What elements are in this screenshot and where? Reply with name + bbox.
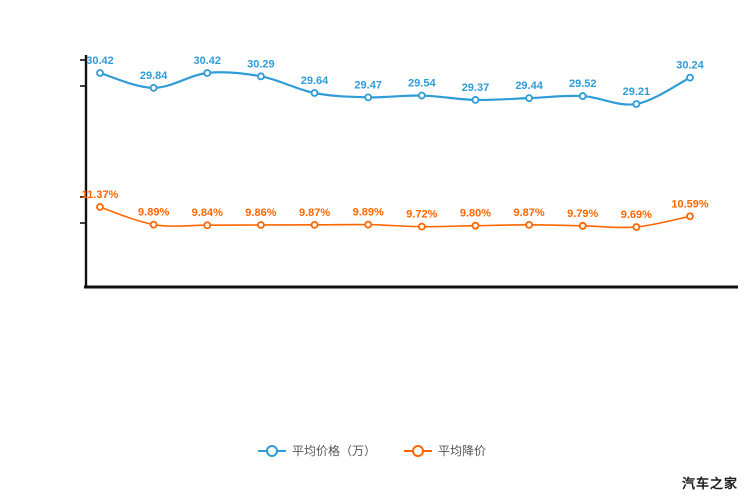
data-point-label-price: 29.84 (140, 70, 168, 82)
data-point-label-discount: 10.59% (671, 198, 709, 210)
data-point-discount[interactable] (632, 223, 641, 231)
data-point-label-price: 29.47 (354, 79, 382, 91)
data-point-price[interactable] (417, 91, 426, 100)
data-point-discount[interactable] (203, 221, 212, 230)
data-point-price[interactable] (525, 94, 533, 103)
data-point-label-discount: 11.37% (82, 189, 119, 201)
data-point-price[interactable] (96, 69, 104, 77)
data-point-label-discount: 9.87% (513, 207, 544, 219)
data-point-price[interactable] (257, 72, 265, 81)
legend-label-average-discount: 平均降价 (438, 444, 487, 458)
data-point-label-price: 29.64 (301, 75, 329, 87)
legend-label-average-price: 平均价格（万） (291, 444, 376, 458)
data-point-label-price: 29.52 (569, 78, 597, 90)
data-point-price[interactable] (203, 69, 212, 77)
series-layer: 30.42 29.84 30.42 30.29 29.64 29.47 29.54 29.37… (82, 55, 709, 231)
data-point-discount[interactable] (96, 203, 104, 211)
data-point-discount[interactable] (257, 221, 265, 229)
data-point-discount[interactable] (471, 221, 480, 230)
data-point-price[interactable] (686, 73, 694, 82)
data-point-label-discount: 9.84% (192, 207, 223, 219)
data-point-label-price: 30.29 (247, 58, 275, 70)
data-point-discount[interactable] (310, 220, 319, 229)
data-point-label-price: 29.21 (623, 86, 651, 98)
data-point-label-discount: 9.87% (299, 207, 330, 219)
series-line-price (99, 71, 691, 106)
data-point-discount[interactable] (525, 220, 533, 229)
legend-marker-price-icon (257, 444, 286, 457)
data-point-label-discount: 9.89% (353, 207, 384, 219)
series-line-discount (99, 206, 691, 229)
data-point-price[interactable] (471, 96, 480, 104)
data-point-discount[interactable] (417, 222, 426, 231)
data-point-label-price: 29.44 (515, 80, 543, 92)
data-point-label-discount: 9.79% (567, 208, 598, 220)
data-point-label-price: 30.42 (86, 55, 114, 67)
watermark-autohome: 汽车之家 (681, 476, 738, 491)
data-point-price[interactable] (632, 100, 641, 108)
chart-legend: 平均价格（万） 平均降价 (0, 442, 744, 459)
legend-item-average-discount[interactable]: 平均降价 (404, 442, 486, 459)
data-point-label-discount: 9.89% (138, 207, 169, 219)
data-point-label-discount: 9.80% (460, 208, 491, 220)
line-chart: 30.42 29.84 30.42 30.29 29.64 29.47 29.54 29.37… (80, 55, 738, 289)
data-point-discount[interactable] (578, 221, 587, 230)
data-point-price[interactable] (310, 89, 319, 97)
data-point-label-discount: 9.86% (245, 207, 276, 219)
data-point-discount[interactable] (686, 212, 694, 221)
legend-marker-discount-icon (404, 444, 432, 457)
data-point-discount[interactable] (364, 220, 373, 229)
data-point-label-price: 29.54 (408, 78, 436, 90)
data-point-price[interactable] (578, 92, 587, 100)
data-point-label-price: 30.42 (194, 55, 222, 67)
data-point-label-discount: 9.69% (621, 209, 652, 221)
data-point-label-price: 30.24 (676, 60, 704, 72)
data-point-label-price: 29.37 (462, 82, 490, 94)
y-axis (80, 55, 88, 287)
data-point-label-discount: 9.72% (406, 209, 437, 221)
data-point-price[interactable] (364, 93, 373, 102)
legend-item-average-price[interactable]: 平均价格（万） (257, 442, 376, 459)
data-point-discount[interactable] (149, 220, 158, 229)
data-point-price[interactable] (149, 83, 158, 92)
